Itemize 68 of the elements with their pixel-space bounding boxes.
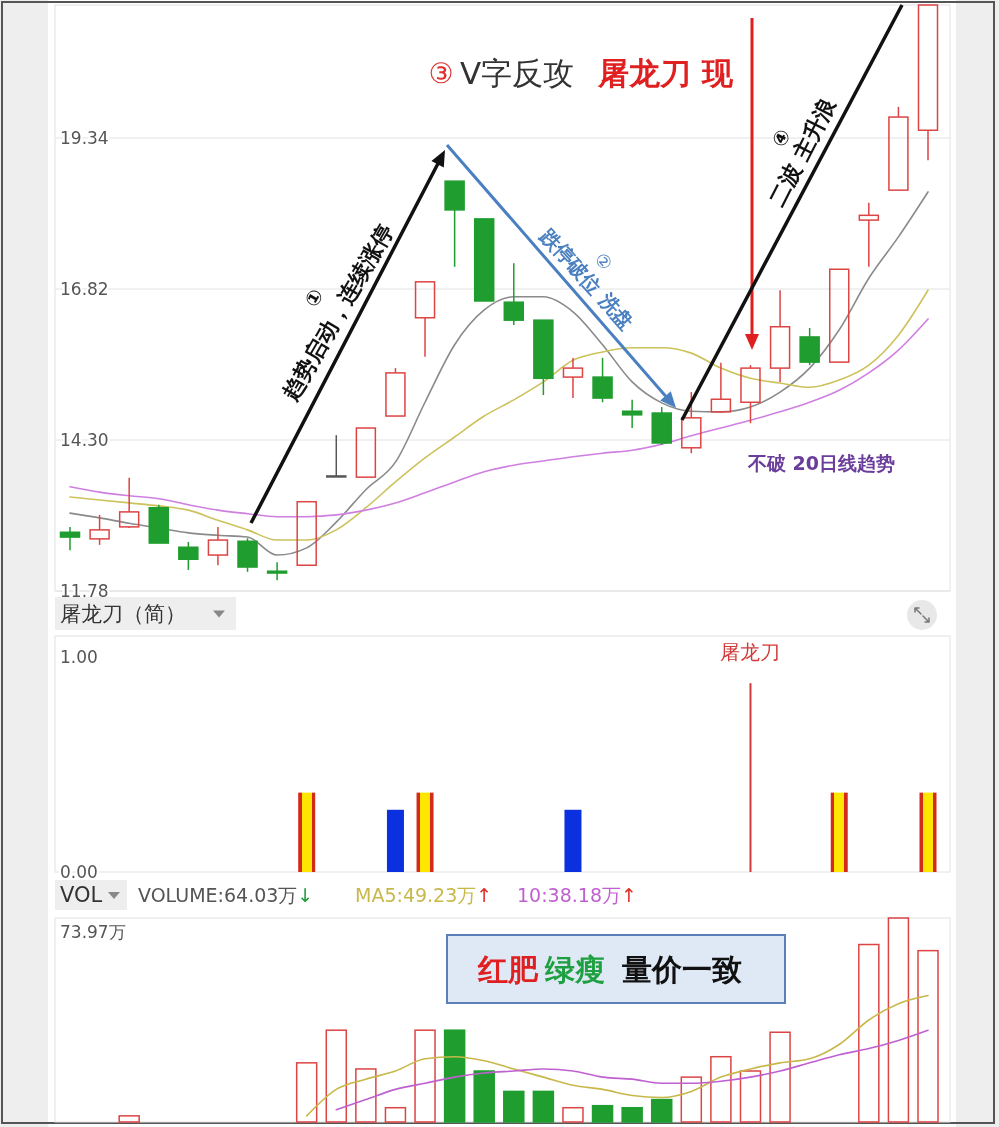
candlestick: [207, 526, 229, 566]
candlestick: [769, 289, 791, 383]
annotation: 红肥: [477, 951, 539, 987]
bar: [710, 1055, 732, 1123]
candlestick: [355, 427, 377, 478]
text: MA5:49.23万↑: [355, 884, 493, 906]
bar: [118, 1115, 140, 1123]
bar: [749, 683, 752, 872]
bar: [298, 792, 316, 872]
candlestick: [296, 500, 317, 566]
bar: [532, 1090, 555, 1123]
bar: [919, 792, 937, 872]
annotation: 不破 20日线趋势: [747, 452, 896, 474]
bar: [503, 1090, 525, 1123]
bar: [325, 1029, 348, 1123]
bar: [295, 1062, 318, 1123]
candlestick: [503, 262, 525, 326]
bar: [416, 792, 434, 872]
bar: [386, 809, 404, 872]
bar: [591, 1104, 614, 1123]
y-tick-label: 0.00: [60, 862, 98, 882]
bar: [384, 1106, 407, 1123]
candlestick: [473, 218, 495, 302]
bar: [680, 1076, 703, 1123]
chart-title: 屠龙刀（简）: [60, 601, 186, 626]
annotation: 绿瘦: [544, 951, 605, 987]
y-tick-label: 11.78: [60, 581, 109, 601]
bar: [621, 1106, 643, 1123]
bar: [887, 917, 910, 1123]
candlestick: [266, 561, 288, 581]
candlestick: [326, 434, 347, 478]
annotation: V字反攻: [460, 55, 575, 91]
candlestick: [562, 357, 584, 399]
candlestick: [710, 361, 732, 413]
candlestick: [828, 268, 850, 363]
bar: [917, 949, 939, 1123]
text: 10:38.18万↑: [517, 884, 637, 906]
annotation: ①: [299, 284, 329, 312]
bar: [769, 1031, 791, 1123]
chart-title: VOL: [60, 883, 103, 907]
bar: [830, 792, 848, 872]
y-tick-label: 16.82: [60, 279, 109, 300]
annotation: ③: [428, 56, 454, 90]
candlestick: [444, 180, 465, 268]
series-label: 屠龙刀: [720, 640, 781, 665]
bar: [355, 1068, 377, 1123]
candlestick: [59, 526, 81, 552]
bar: [564, 809, 582, 872]
bar: [414, 1029, 436, 1123]
candlestick: [917, 4, 939, 161]
annotation: 量价一致: [622, 951, 742, 987]
bar: [562, 1106, 584, 1123]
bar: [443, 1029, 466, 1123]
bar: [739, 1070, 762, 1123]
y-tick-label: 14.30: [60, 430, 109, 451]
annotation: 73.97万: [60, 922, 126, 942]
y-tick-label: 19.34: [60, 128, 109, 149]
annotation: ②: [590, 247, 618, 275]
candlestick: [621, 399, 643, 429]
candlestick: [414, 281, 436, 358]
text: VOLUME:64.03万↓: [138, 884, 314, 906]
candlestick: [148, 503, 170, 544]
bar: [650, 1098, 673, 1123]
bar: [858, 943, 880, 1123]
annotation: 屠龙刀 现: [597, 55, 734, 91]
bar: [473, 1070, 495, 1123]
y-tick-label: 1.00: [60, 647, 98, 668]
candlestick: [858, 201, 880, 268]
